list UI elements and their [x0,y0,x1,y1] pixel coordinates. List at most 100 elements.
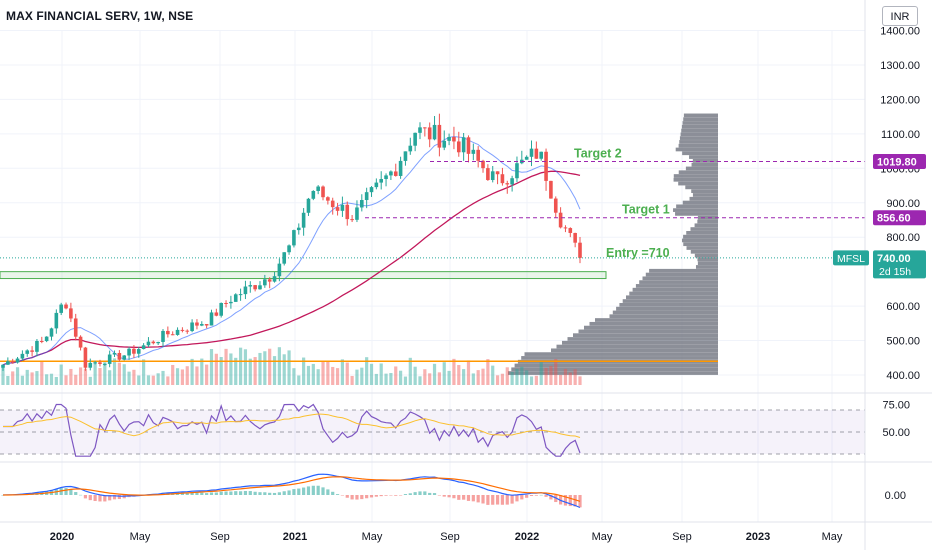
volume-bar [491,365,495,385]
macd-histogram-bar [462,495,466,500]
volume-bar [525,370,529,385]
volume-bar [326,361,330,385]
macd-histogram-bar [534,495,538,496]
macd-histogram-bar [544,495,548,497]
candle-body [296,227,301,231]
macd-histogram-bar [287,490,291,495]
volume-bar [452,358,456,385]
volume-bar [108,370,112,385]
volume-bar [59,364,63,385]
macd-histogram-bar [272,492,277,495]
macd-tick-label: 0.00 [885,490,906,502]
candle-body [287,245,291,253]
time-tick-label: May [592,531,613,543]
volume-bar [15,367,20,385]
volume-profile-bar [683,242,718,247]
volume-bar [297,375,301,385]
macd-histogram-bar [369,495,374,498]
macd-histogram-bar [573,495,577,507]
volume-bar [238,347,243,385]
volume-bar [365,357,369,385]
price-tick-label: 1300.00 [880,60,920,72]
macd-histogram-bar [529,495,534,496]
macd-histogram-bar [331,491,335,495]
volume-bar [578,376,582,385]
volume-profile-bar [691,162,718,167]
candle-body [44,336,49,342]
volume-bar [224,348,228,385]
candle-body [408,145,413,152]
candle-body [248,285,253,287]
volume-bar [195,366,199,385]
volume-profile-bar [595,318,718,322]
macd-histogram-bar [185,492,189,495]
candle-body [486,168,490,181]
macd-histogram-bar [355,495,359,500]
candle-body [350,219,354,221]
candle-body [180,329,185,331]
volume-bar [248,358,252,385]
volume-profile-bar [689,155,718,159]
macd-histogram-bar [59,488,63,495]
candle-body [490,171,495,181]
candle-body [233,294,238,302]
macd-histogram-bar [457,495,461,500]
macd-histogram-bar [335,494,340,495]
volume-bar [64,375,68,385]
volume-bar [35,371,39,385]
candle-body [136,349,141,354]
volume-bar [127,371,131,385]
candle-body [427,127,432,140]
candle-body [369,187,374,193]
candle-body [156,341,160,344]
macd-histogram-bar [437,495,441,496]
volume-bar [394,366,398,385]
macd-histogram-bar [432,493,437,495]
volume-bar [345,362,349,385]
volume-bar [122,364,126,385]
candle-body [190,322,194,332]
macd-histogram-bar [394,495,398,496]
volume-profile-bar [685,185,718,190]
volume-profile-bar [697,219,718,224]
candle-body [544,151,548,181]
macd-histogram-bar [423,491,427,495]
candle-body [534,148,539,159]
macd-histogram-bar [253,491,257,495]
candle-body [69,308,73,319]
last-price-tag [873,250,926,279]
macd-histogram-bar [316,485,320,495]
candle-body [539,151,544,159]
volume-bar [384,373,388,385]
volume-bar [146,375,151,385]
candle-body [243,286,248,295]
candle-body [360,200,364,208]
currency-button[interactable]: INR [882,6,918,26]
volume-bar [554,358,558,385]
candle-body [563,227,568,229]
candle-body [204,324,209,326]
volume-bar [573,369,577,385]
grid-layer [0,30,865,522]
volume-profile-bar [619,302,718,307]
time-tick-label: 2023 [746,531,770,543]
macd-histogram-bar [205,493,209,495]
price-tick-label: 400.00 [886,370,920,382]
candle-body [326,197,330,201]
macd-histogram-bar [69,489,73,495]
volume-bar [209,349,214,385]
candle-body [558,212,563,228]
volume-profile-bar [645,272,718,277]
macd-histogram-bar [263,492,267,495]
volume-profile-bar [682,200,718,205]
macd-histogram-bar [297,488,301,495]
volume-bar [505,367,509,385]
macd-histogram-bar [224,491,228,495]
macd-histogram-bar [505,495,509,505]
volume-profile-bar [639,280,718,284]
rsi-ma-line [3,413,581,438]
volume-bar [268,348,272,385]
volume-bar [559,374,563,385]
candle-body [117,352,122,360]
